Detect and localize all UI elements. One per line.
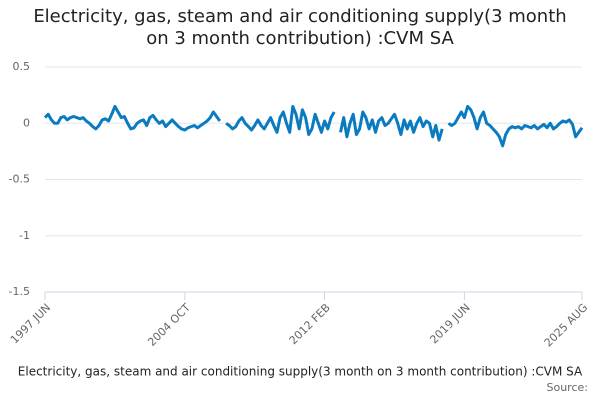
- x-axis-label: Electricity, gas, steam and air conditio…: [18, 365, 583, 379]
- y-tick-label: 0.5: [13, 60, 31, 73]
- chart-title: Electricity, gas, steam and air conditio…: [33, 6, 567, 49]
- y-tick-label: -1: [19, 229, 30, 242]
- x-tick-label: 2004 OCT: [145, 301, 193, 349]
- x-tick-label: 2025 AUG: [542, 301, 591, 350]
- y-tick-label: -0.5: [9, 173, 30, 186]
- x-tick-label: 1997 JUN: [8, 301, 53, 346]
- x-tick-label: 2019 JUN: [427, 301, 472, 346]
- source: Source:: [547, 381, 589, 394]
- x-tick-label: 2012 FEB: [287, 301, 333, 347]
- y-tick-label: -1.5: [9, 285, 30, 298]
- data-line: [43, 104, 584, 148]
- y-tick-label: 0: [23, 116, 30, 129]
